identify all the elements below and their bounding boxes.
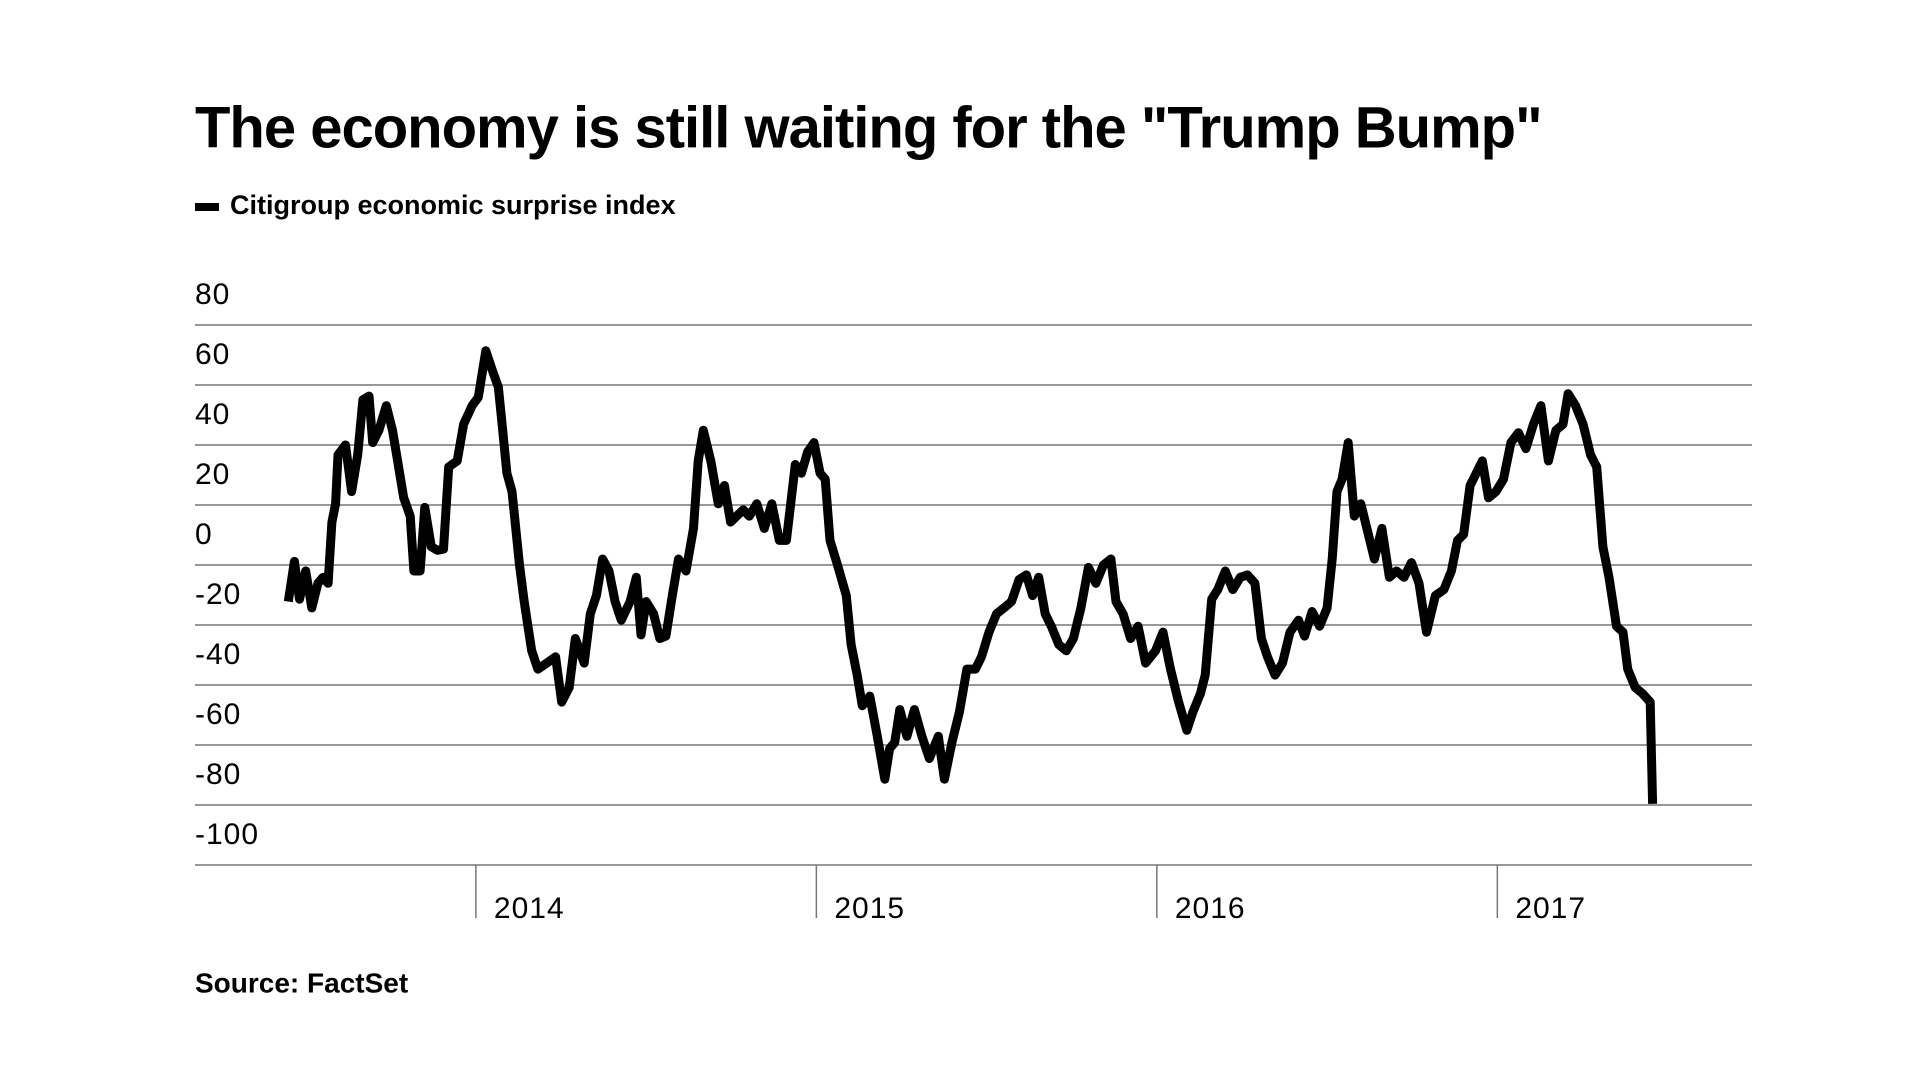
y-tick-label: 60 <box>195 338 230 371</box>
y-tick-label: 20 <box>195 458 230 491</box>
x-tick-label: 2014 <box>494 892 565 925</box>
x-tick-label: 2016 <box>1175 892 1246 925</box>
x-tick-label: 2015 <box>834 892 905 925</box>
y-tick-label: 0 <box>195 518 213 551</box>
x-tick-label: 2017 <box>1515 892 1586 925</box>
y-tick-label: -100 <box>195 818 259 851</box>
y-tick-label: -60 <box>195 698 241 731</box>
y-tick-label: 80 <box>195 278 230 311</box>
chart-title: The economy is still waiting for the "Tr… <box>195 95 1542 160</box>
legend-label: Citigroup economic surprise index <box>230 190 676 220</box>
y-tick-label: 40 <box>195 398 230 431</box>
series-line <box>283 346 1658 804</box>
y-tick-label: -40 <box>195 638 241 671</box>
y-tick-label: -80 <box>195 758 241 791</box>
source: Source: FactSet <box>195 967 408 998</box>
y-tick-label: -20 <box>195 578 241 611</box>
legend-swatch <box>195 203 219 211</box>
